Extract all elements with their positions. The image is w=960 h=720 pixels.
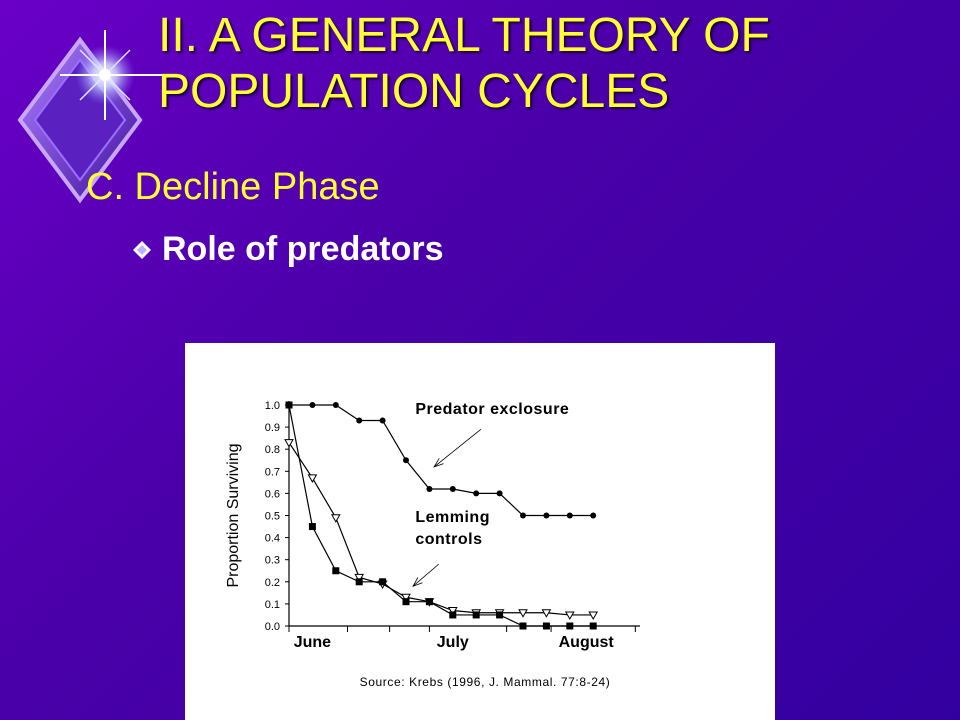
y-axis-label: Proportion Surviving <box>225 443 242 587</box>
chart-source: Source: Krebs (1996, J. Mammal. 77:8-24) <box>360 675 611 689</box>
data-point-square <box>379 578 387 586</box>
data-point-triangle <box>354 573 365 583</box>
slide-subheading: C. Decline Phase <box>86 166 380 208</box>
data-point-square <box>355 578 363 586</box>
x-tick-label: June <box>294 634 331 651</box>
data-point-circle <box>566 512 573 519</box>
data-point-triangle <box>307 474 318 483</box>
data-point-circle <box>590 512 597 519</box>
data-point-circle <box>543 512 550 519</box>
y-tick-label: 0.8 <box>265 444 280 456</box>
chart-figure: 0.0 0.1 0.2 0.3 0.4 0.5 0.6 0.7 0.8 0.9 1.0 Proport… <box>185 343 775 720</box>
data-point-square <box>496 611 504 619</box>
data-point-circle <box>332 402 339 408</box>
data-point-circle <box>403 457 409 464</box>
x-tick-label: August <box>559 634 615 651</box>
data-point-circle <box>426 485 433 492</box>
data-point-circle <box>356 417 363 424</box>
annotation-arrow-head <box>412 577 423 587</box>
data-point-circle <box>520 512 526 519</box>
series-line-circle <box>289 404 594 517</box>
chart-annotation: Lemming <box>415 509 490 526</box>
y-tick-label: 0.3 <box>265 555 280 567</box>
diamond-bullet-icon <box>133 240 151 259</box>
data-point-square <box>589 622 597 630</box>
slide-title-line-1: II. A GENERAL THEORY OF <box>158 9 770 62</box>
data-point-square <box>332 567 340 575</box>
y-tick-label: 0.4 <box>265 533 280 545</box>
data-point-square <box>472 611 480 619</box>
data-point-circle <box>309 402 316 408</box>
data-point-triangle <box>564 611 575 620</box>
data-point-square <box>449 611 457 619</box>
slide-title-line-2: POPULATION CYCLES <box>158 65 670 118</box>
data-point-circle <box>473 490 480 497</box>
bullet-item: Role of predators <box>132 230 443 269</box>
y-tick-label: 0.6 <box>265 488 280 500</box>
y-tick-label: 0.9 <box>265 422 280 434</box>
slide-title: II. A GENERAL THEORY OF POPULATION CYCLE… <box>158 8 948 120</box>
data-point-circle <box>449 485 456 492</box>
data-point-circle <box>496 490 503 497</box>
data-point-square <box>519 622 527 630</box>
data-point-triangle <box>588 611 599 620</box>
annotation-arrow-line <box>433 428 482 468</box>
data-point-triangle <box>518 609 528 618</box>
data-point-square <box>542 622 550 630</box>
chart-annotation: Predator exclosure <box>415 401 569 418</box>
y-tick-label: 0.1 <box>265 599 280 611</box>
data-point-square <box>402 598 410 606</box>
survival-line-chart: 0.0 0.1 0.2 0.3 0.4 0.5 0.6 0.7 0.8 0.9 1.0 Proport… <box>225 400 640 689</box>
y-tick-label: 0.2 <box>265 577 280 589</box>
chart-annotation: controls <box>415 531 482 548</box>
x-tick-label: July <box>437 634 469 651</box>
series-line-triangle <box>288 442 594 616</box>
y-tick-label: 0.7 <box>265 466 280 478</box>
data-point-triangle <box>284 439 294 448</box>
diamond-star-logo-icon <box>17 30 170 204</box>
data-point-triangle <box>447 607 458 616</box>
data-point-square <box>308 523 316 531</box>
data-point-triangle <box>330 514 341 523</box>
y-tick-label: 0.0 <box>265 621 280 633</box>
data-point-triangle <box>401 593 411 603</box>
bullet-text: Role of predators <box>162 230 444 268</box>
annotation-arrow-head <box>433 458 444 468</box>
data-point-circle <box>379 417 386 424</box>
series-line-square <box>288 404 594 627</box>
y-tick-label: 1.0 <box>265 400 280 412</box>
y-tick-label: 0.5 <box>265 511 280 523</box>
data-point-triangle <box>541 609 552 618</box>
data-point-square <box>285 401 293 409</box>
data-point-square <box>425 598 433 606</box>
data-point-square <box>566 622 574 630</box>
annotation-arrow-line <box>412 563 440 587</box>
